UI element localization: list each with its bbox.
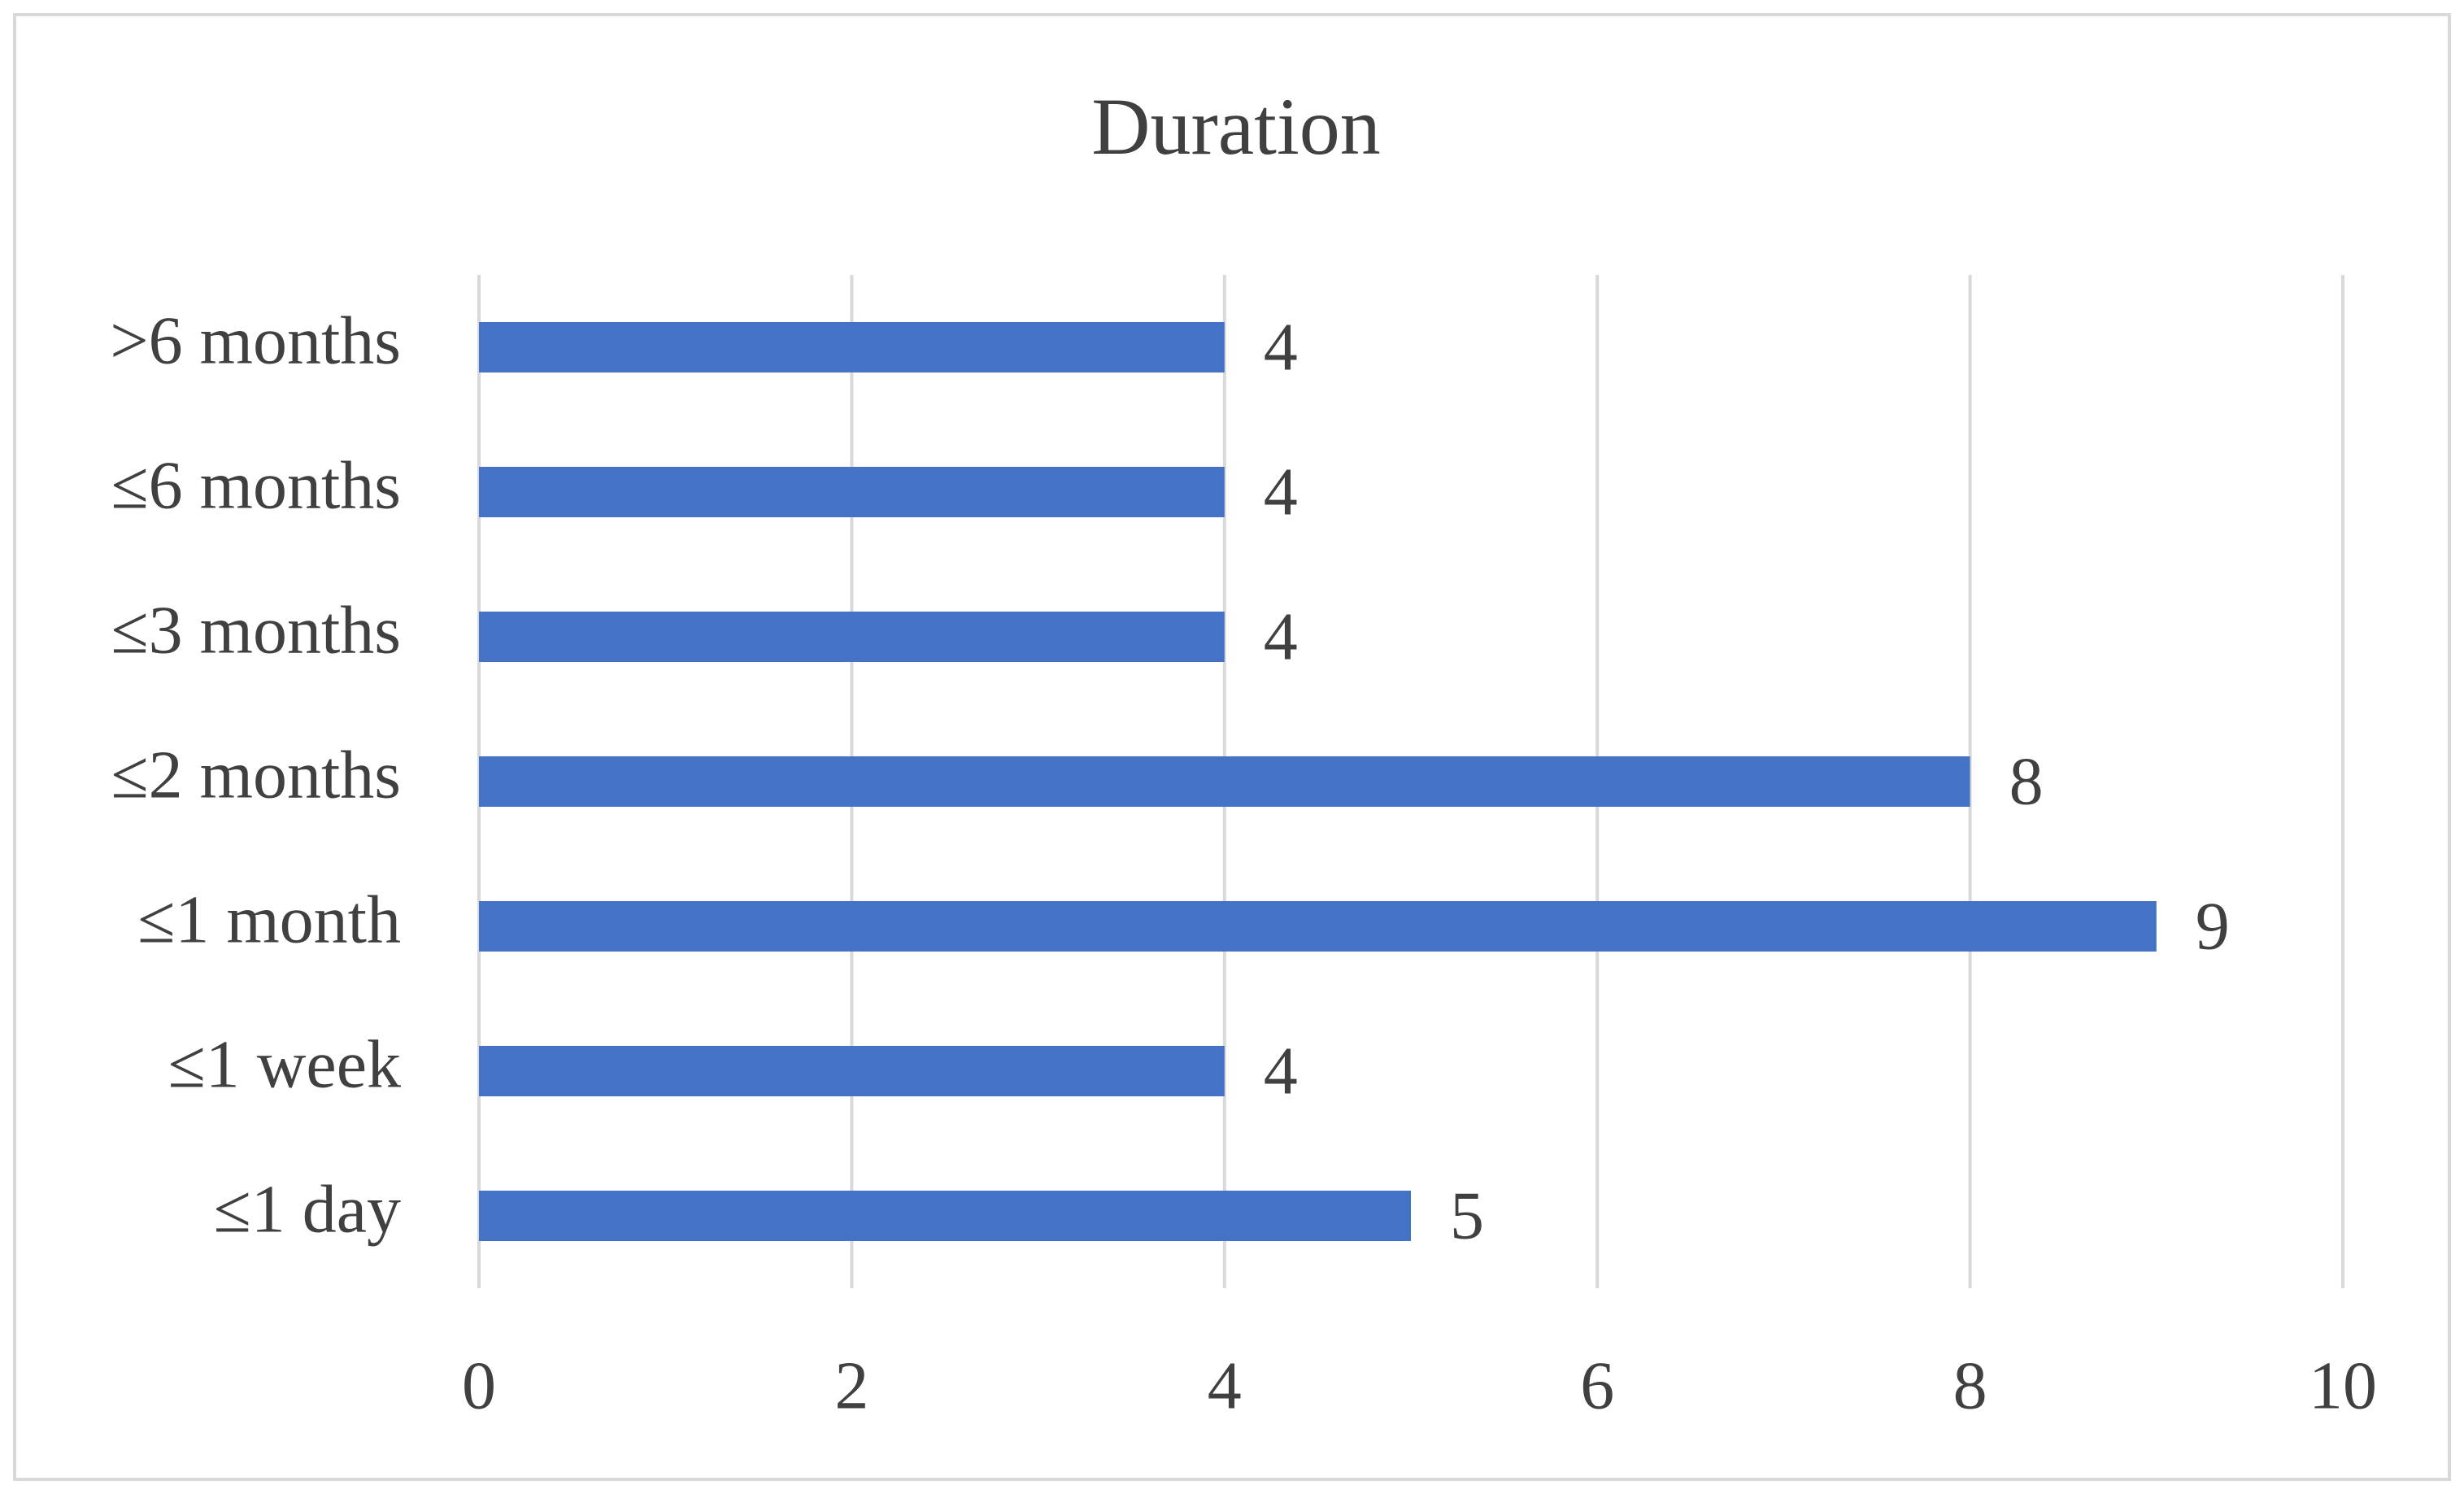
bar (479, 901, 2157, 952)
value-label: 4 (1264, 454, 1298, 529)
value-label: 5 (1450, 1178, 1484, 1253)
y-tick-label: ≤1 day (214, 1171, 401, 1247)
x-tick-label: 2 (834, 1348, 868, 1423)
bar (479, 467, 1225, 517)
value-label: 9 (2196, 888, 2230, 964)
bar (479, 612, 1225, 662)
bar (479, 756, 1970, 807)
bar (479, 322, 1225, 372)
x-tick-label: 8 (1953, 1348, 1987, 1423)
x-tick-label: 4 (1208, 1348, 1242, 1423)
value-label: 8 (2009, 743, 2044, 819)
x-tick-label: 6 (1580, 1348, 1614, 1423)
value-label: 4 (1264, 599, 1298, 674)
value-label: 4 (1264, 309, 1298, 385)
value-label: 4 (1264, 1033, 1298, 1109)
bar (479, 1046, 1225, 1096)
bar (479, 1191, 1411, 1241)
y-tick-label: >6 months (110, 303, 401, 378)
y-tick-label: ≤3 months (111, 592, 401, 668)
y-tick-label: ≤2 months (111, 737, 401, 812)
x-tick-label: 0 (462, 1348, 496, 1423)
y-tick-label: ≤1 month (137, 882, 401, 957)
chart-title: Duration (1091, 81, 1380, 172)
x-tick-label: 10 (2309, 1348, 2377, 1423)
y-tick-label: ≤1 week (168, 1026, 401, 1102)
y-tick-label: ≤6 months (111, 447, 401, 523)
